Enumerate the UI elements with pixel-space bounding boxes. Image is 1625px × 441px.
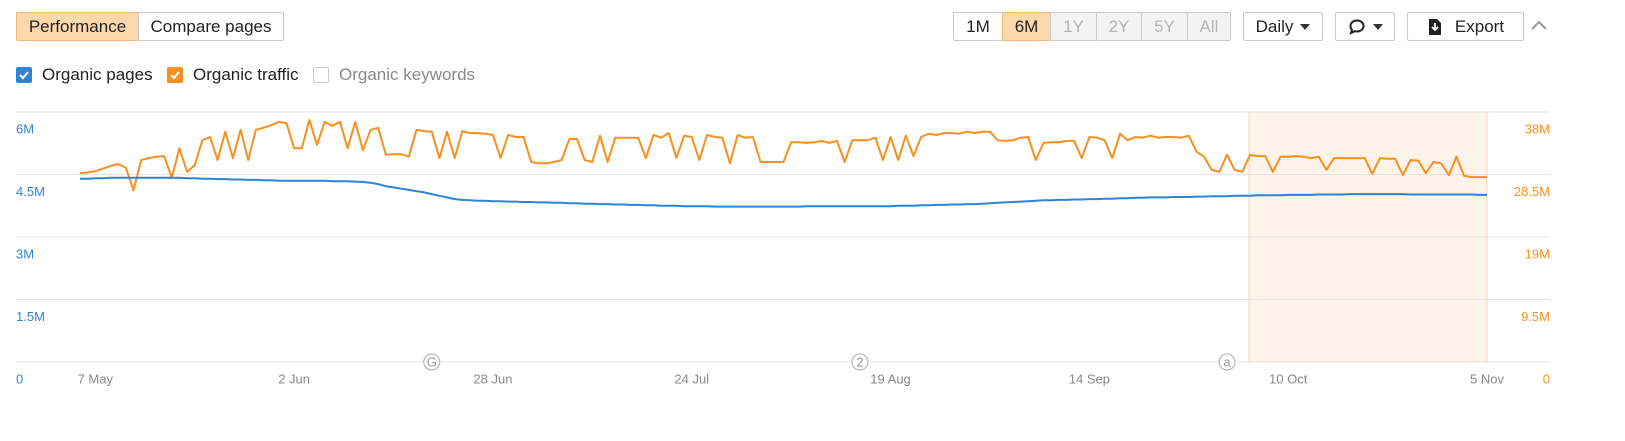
y-tick-label: 4.5M xyxy=(16,184,45,199)
y2-tick-label: 28.5M xyxy=(1514,184,1550,199)
annotation-marker xyxy=(851,353,869,371)
checkbox xyxy=(16,67,32,83)
y2-tick-label: 19M xyxy=(1525,246,1550,261)
y2-tick-label: 0 xyxy=(1543,371,1550,386)
y-tick-label: 1.5M xyxy=(16,309,45,324)
y-tick-label: 6M xyxy=(16,121,34,136)
series-line xyxy=(80,176,1487,208)
chart: 0 1.5M 3M 4.5M 6M 0 9.5M 19M 28.5M 38M 7 May 2 Jun 2… xyxy=(16,111,1550,386)
check-mark xyxy=(19,71,29,80)
annotation-label: a xyxy=(1223,354,1231,369)
checkbox xyxy=(167,67,183,83)
annotations-dropdown[interactable] xyxy=(1335,12,1395,41)
legend-label: Organic traffic xyxy=(193,65,299,84)
range-button[interactable]: 6M xyxy=(1002,12,1051,41)
x-tick-label: 14 Sep xyxy=(1069,371,1110,386)
y2-tick-label: 38M xyxy=(1525,121,1550,136)
x-tick-label: 7 May xyxy=(78,371,114,386)
range-label: 1Y xyxy=(1063,16,1084,36)
range-label: All xyxy=(1199,16,1219,36)
interval-label: Daily xyxy=(1255,16,1294,36)
caret xyxy=(1300,23,1311,30)
annotation-marker xyxy=(423,353,441,371)
metric-checkbox[interactable]: Organic pages xyxy=(16,65,153,85)
tab[interactable]: Performance xyxy=(16,12,139,41)
annotation-label: 2 xyxy=(856,354,863,369)
range-label: 6M xyxy=(1014,16,1039,36)
caret xyxy=(1372,23,1383,30)
checkbox xyxy=(313,67,329,83)
range-button[interactable]: 2Y xyxy=(1096,12,1142,41)
x-tick-label: 10 Oct xyxy=(1269,371,1308,386)
range-button[interactable]: 1Y xyxy=(1050,12,1097,41)
x-tick-label: 2 Jun xyxy=(278,371,310,386)
range-label: 1M xyxy=(966,16,990,36)
export-label: Export xyxy=(1454,16,1505,36)
x-tick-label: 24 Jul xyxy=(674,371,709,386)
metric-checkbox[interactable]: Organic traffic xyxy=(167,65,299,85)
range-button[interactable]: 5Y xyxy=(1141,12,1188,41)
annotation-marker xyxy=(1218,353,1236,371)
legend-label: Organic keywords xyxy=(339,65,476,84)
tab-label: Compare pages xyxy=(150,16,272,36)
range-label: 5Y xyxy=(1154,16,1175,36)
y-tick-label: 3M xyxy=(16,246,34,261)
series-line xyxy=(79,118,1487,192)
range-button[interactable]: All xyxy=(1187,12,1231,41)
comment-icon xyxy=(1348,18,1365,35)
collapse-chevron[interactable] xyxy=(1530,18,1548,32)
export-button[interactable]: Export xyxy=(1407,12,1524,41)
range-button[interactable]: 1M xyxy=(953,12,1003,41)
range-label: 2Y xyxy=(1108,16,1130,36)
x-tick-label: 28 Jun xyxy=(473,371,512,386)
legend-label: Organic pages xyxy=(42,65,153,84)
x-tick-label: 5 Nov xyxy=(1470,371,1504,386)
interval-dropdown[interactable]: Daily xyxy=(1243,12,1323,41)
tab-label: Performance xyxy=(28,16,127,36)
export-icon xyxy=(1428,18,1441,35)
metric-checkbox[interactable]: Organic keywords xyxy=(313,65,475,85)
tab[interactable]: Compare pages xyxy=(138,12,284,41)
x-tick-label: 19 Aug xyxy=(870,371,911,386)
y-tick-label: 0 xyxy=(16,371,23,386)
check-mark xyxy=(170,71,180,80)
annotation-label: G xyxy=(427,354,437,369)
y2-tick-label: 9.5M xyxy=(1521,309,1550,324)
